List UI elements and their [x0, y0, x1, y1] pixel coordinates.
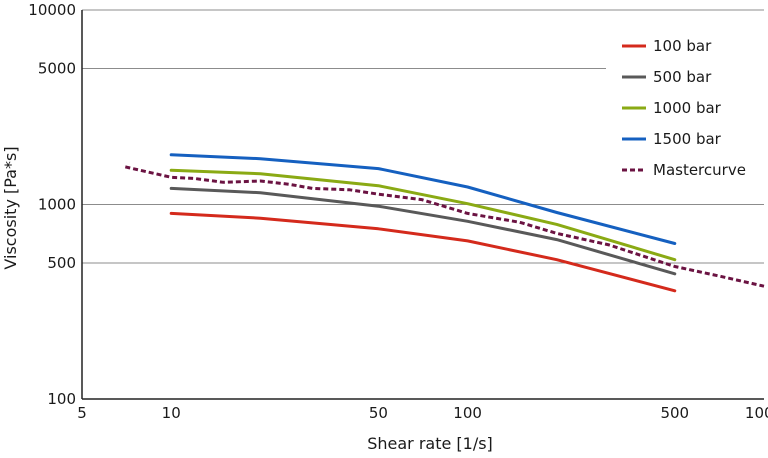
x-tick-label: 100	[453, 404, 482, 422]
y-tick-label: 100	[47, 390, 76, 408]
legend-label: 500 bar	[653, 68, 712, 86]
x-tick-labels: 5 10 50 100 500 1000	[77, 404, 768, 422]
legend-label: Mastercurve	[653, 161, 746, 179]
series-line-1000-bar	[169, 168, 677, 262]
legend: 100 bar 500 bar 1000 bar 1500 bar Mastercurv…	[622, 37, 746, 179]
x-tick-label: 50	[369, 404, 388, 422]
series-line-mastercurve	[124, 165, 765, 288]
series-lines	[124, 153, 765, 293]
y-tick-label: 1000	[38, 196, 76, 214]
legend-label: 1000 bar	[653, 99, 722, 117]
y-tick-label: 500	[47, 254, 76, 272]
x-tick-label: 1000	[745, 404, 768, 422]
y-tick-labels: 100 500 1000 5000 10000	[28, 1, 76, 408]
grid-lines	[82, 9, 764, 264]
x-axis-title: Shear rate [1/s]	[367, 434, 493, 453]
x-tick-label: 500	[660, 404, 689, 422]
y-tick-label: 5000	[38, 60, 76, 78]
x-tick-label: 10	[162, 404, 181, 422]
axes	[81, 10, 764, 400]
y-tick-label: 10000	[28, 1, 76, 19]
series-line-1500-bar	[169, 153, 677, 245]
x-tick-label: 5	[77, 404, 87, 422]
y-axis-title: Viscosity [Pa*s]	[1, 146, 20, 269]
legend-label: 1500 bar	[653, 130, 722, 148]
series-line-100-bar	[169, 211, 677, 293]
series-line-500-bar	[169, 186, 677, 276]
legend-label: 100 bar	[653, 37, 712, 55]
